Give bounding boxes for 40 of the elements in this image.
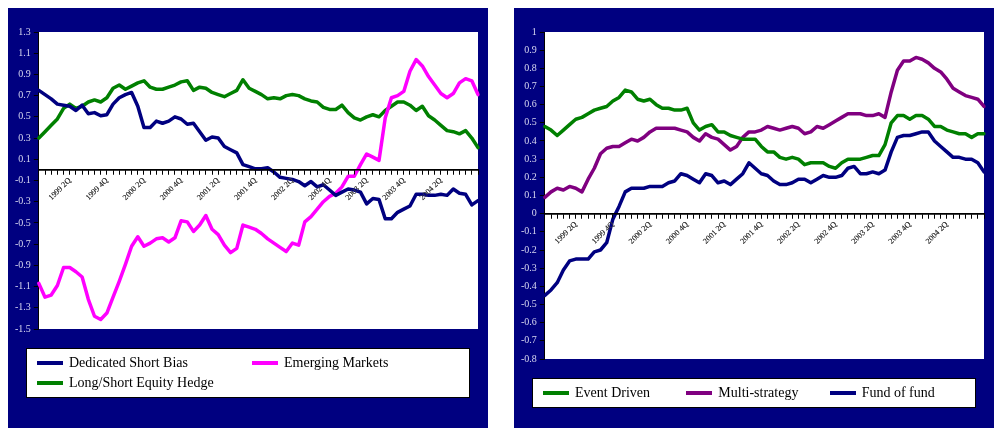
y-tick-label: -0.1	[520, 225, 537, 237]
legend-label: Multi-strategy	[718, 385, 799, 401]
y-tick-label: -0.7	[520, 334, 537, 346]
y-tick-label: 0.8	[524, 61, 537, 73]
y-tick-label: 0.5	[18, 110, 31, 122]
y-tick-label: 1	[531, 25, 537, 37]
y-tick-label: -0.2	[520, 243, 537, 255]
y-tick-label: -0.4	[520, 279, 537, 291]
y-tick-label: 0.7	[524, 80, 537, 92]
y-tick-label: 0	[531, 207, 537, 219]
y-tick-label: -0.5	[14, 216, 31, 228]
y-tick-label: -1.5	[14, 322, 31, 334]
y-tick-label: 0.9	[18, 68, 31, 80]
y-tick-label: 0.3	[18, 131, 31, 143]
y-tick-label: -0.3	[520, 261, 537, 273]
y-tick-label: -0.9	[14, 258, 31, 270]
y-tick-label: 0.6	[524, 98, 537, 110]
y-tick-label: 0.9	[524, 43, 537, 55]
y-tick-label: 0.5	[524, 116, 537, 128]
y-tick-label: -1.3	[14, 301, 31, 313]
y-tick-label: 1.3	[18, 25, 31, 37]
y-tick-label: -0.3	[14, 195, 31, 207]
y-tick-label: 1.1	[18, 46, 31, 58]
legend-label: Dedicated Short Bias	[69, 355, 188, 371]
y-tick-label: 0.4	[524, 134, 537, 146]
y-tick-label: -0.7	[14, 237, 31, 249]
y-tick-label: -0.1	[14, 174, 31, 186]
legend-label: Long/Short Equity Hedge	[69, 375, 214, 391]
y-tick-label: -0.8	[520, 352, 537, 364]
y-tick-label: 0.3	[524, 152, 537, 164]
y-tick-label: -1.1	[14, 280, 31, 292]
legend-label: Event Driven	[575, 385, 651, 401]
y-tick-label: 0.7	[18, 89, 31, 101]
y-tick-label: 0.2	[524, 170, 537, 182]
legend-label: Fund of fund	[861, 385, 935, 401]
y-tick-label: -0.6	[520, 316, 537, 328]
y-tick-label: 0.1	[524, 189, 537, 201]
y-tick-label: -0.5	[520, 298, 537, 310]
y-tick-label: 0.1	[18, 152, 31, 164]
legend-label: Emerging Markets	[284, 355, 389, 371]
